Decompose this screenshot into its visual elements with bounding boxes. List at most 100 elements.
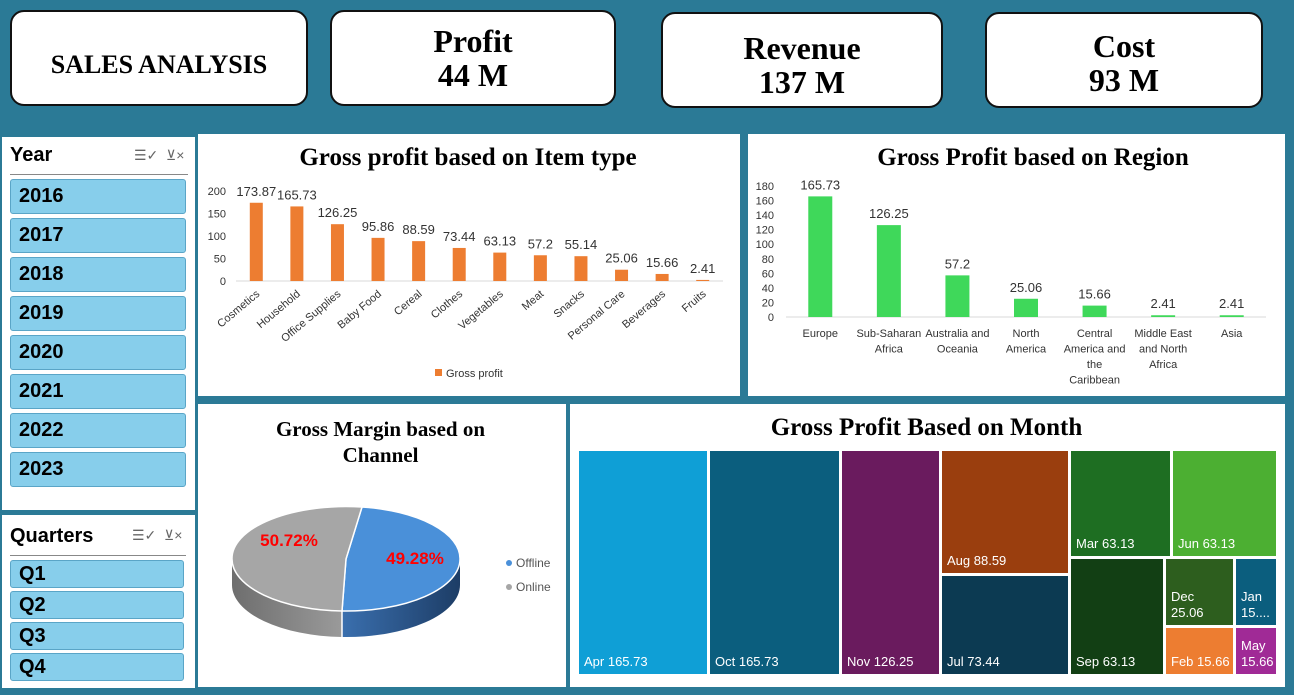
year-button-2021[interactable]: 2021	[10, 374, 186, 409]
data-label: 173.87	[236, 184, 276, 199]
quarter-button-q1[interactable]: Q1	[10, 560, 184, 588]
month-treemap-title: Gross Profit Based on Month	[770, 414, 1083, 441]
year-button-2019[interactable]: 2019	[10, 296, 186, 331]
bar-office-supplies[interactable]	[330, 224, 344, 281]
data-label: 25.06	[605, 251, 638, 266]
treemap-tile-jul[interactable]: Jul 73.44	[942, 576, 1068, 674]
bar-cereal[interactable]	[412, 241, 426, 281]
multi-select-icon[interactable]: ☰✓	[134, 147, 159, 163]
x-tick-label: Africa	[1149, 359, 1178, 371]
year-button-2022[interactable]: 2022	[10, 413, 186, 448]
year-slicer: Year ☰✓ ⊻× 2016 2017 2018 2019 2020 2021 2022 2…	[2, 137, 195, 510]
y-tick-label: 0	[220, 276, 226, 288]
treemap-tile-may[interactable]: May 15.66	[1236, 628, 1276, 674]
treemap-tile-jun[interactable]: Jun 63.13	[1173, 451, 1276, 556]
quarter-button-q3[interactable]: Q3	[10, 622, 184, 650]
kpi-cost: Cost 93 M	[985, 12, 1263, 108]
channel-pie-chart: 49.28% 50.72% Offline Online	[231, 505, 551, 638]
treemap-tile-jan[interactable]: Jan 15....	[1236, 559, 1276, 625]
bar-personal-care[interactable]	[615, 269, 629, 281]
year-button-2016[interactable]: 2016	[10, 179, 186, 214]
legend-dot-offline	[506, 560, 512, 566]
data-label: 2.41	[1219, 296, 1244, 311]
year-button-2020[interactable]: 2020	[10, 335, 186, 370]
kpi-revenue: Revenue 137 M	[661, 12, 943, 108]
y-tick-label: 100	[208, 231, 226, 243]
bar-clothes[interactable]	[452, 247, 466, 281]
bar-meat[interactable]	[533, 255, 547, 281]
x-tick-label: Sub-Saharan	[856, 328, 921, 340]
treemap-tile-aug[interactable]: Aug 88.59	[942, 451, 1068, 573]
kpi-cost-value: 93 M	[1088, 62, 1160, 98]
kpi-profit-label: Profit	[433, 23, 513, 59]
pie-slice-offline[interactable]	[341, 506, 461, 612]
quarter-slicer: Quarters ☰✓ ⊻× Q1 Q2 Q3 Q4	[2, 515, 195, 688]
data-label: 95.86	[362, 219, 395, 234]
bar-fruits[interactable]	[696, 279, 710, 281]
dashboard-title: SALES ANALYSIS	[50, 50, 268, 79]
data-label: 15.66	[1078, 287, 1111, 302]
y-tick-label: 160	[756, 196, 774, 208]
bar-region-4[interactable]	[1082, 305, 1107, 317]
year-slicer-title: Year	[10, 144, 53, 166]
treemap-tile-nov[interactable]: Nov 126.25	[842, 451, 939, 674]
treemap-tile-label: Dec 25.06	[1171, 589, 1204, 620]
kpi-revenue-label: Revenue	[743, 30, 861, 66]
bar-vegetables[interactable]	[493, 252, 507, 281]
bar-region-1[interactable]	[876, 225, 901, 317]
treemap-tile-label: Oct 165.73	[715, 654, 779, 669]
bar-region-2[interactable]	[945, 275, 970, 317]
data-label: 126.25	[869, 206, 909, 221]
year-button-2017[interactable]: 2017	[10, 218, 186, 253]
treemap-tile-label: Jan 15....	[1241, 589, 1270, 620]
bar-region-5[interactable]	[1151, 315, 1176, 317]
year-button-2023[interactable]: 2023	[10, 452, 186, 487]
kpi-profit: Profit 44 M	[330, 10, 616, 106]
x-tick-label: Africa	[875, 344, 904, 356]
data-label: 73.44	[443, 229, 476, 244]
x-tick-label: the	[1087, 359, 1102, 371]
treemap-tile-mar[interactable]: Mar 63.13	[1071, 451, 1170, 556]
bar-cosmetics[interactable]	[249, 202, 263, 281]
bar-region-3[interactable]	[1014, 298, 1038, 317]
x-tick-label: America	[1006, 344, 1047, 356]
item-type-chart-title: Gross profit based on Item type	[299, 144, 637, 171]
x-tick-label: Central	[1077, 328, 1112, 340]
bar-region-6[interactable]	[1219, 315, 1244, 317]
treemap-tile-apr[interactable]: Apr 165.73	[579, 451, 707, 674]
treemap-tile-sep[interactable]: Sep 63.13	[1071, 559, 1163, 674]
treemap-tile-dec[interactable]: Dec 25.06	[1166, 559, 1233, 625]
data-label: 63.13	[484, 234, 517, 249]
y-tick-label: 200	[208, 186, 226, 198]
treemap-tile-label: Jun 63.13	[1178, 536, 1236, 551]
bar-beverages[interactable]	[655, 273, 669, 281]
treemap-tile-label: Apr 165.73	[584, 654, 648, 669]
bar-region-0[interactable]	[808, 196, 833, 317]
y-tick-label: 50	[214, 254, 226, 266]
bar-snacks[interactable]	[574, 256, 588, 281]
data-label: 126.25	[318, 205, 358, 220]
data-label: 165.73	[277, 187, 317, 202]
pie-label-offline: 49.28%	[386, 549, 444, 568]
clear-filter-icon[interactable]: ⊻×	[164, 527, 183, 543]
clear-filter-icon[interactable]: ⊻×	[166, 147, 185, 163]
y-tick-label: 40	[762, 283, 774, 295]
pie-slice-online[interactable]	[231, 505, 363, 612]
x-tick-label: Oceania	[937, 344, 979, 356]
y-tick-label: 80	[762, 254, 774, 266]
quarter-button-q4[interactable]: Q4	[10, 653, 184, 681]
year-button-2018[interactable]: 2018	[10, 257, 186, 292]
treemap-tile-feb[interactable]: Feb 15.66	[1166, 628, 1233, 674]
legend-swatch	[435, 369, 442, 376]
multi-select-icon[interactable]: ☰✓	[132, 527, 157, 543]
bar-baby-food[interactable]	[371, 237, 385, 281]
bar-household[interactable]	[290, 206, 304, 281]
region-bar-chart: 0 20 40 60 80 100 120 140 160 180 165.73 Europe 126.…	[756, 177, 1266, 387]
slicer-divider	[10, 555, 186, 556]
quarter-button-q2[interactable]: Q2	[10, 591, 184, 619]
legend-label: Gross profit	[446, 368, 503, 380]
treemap-tile-label: Mar 63.13	[1076, 536, 1135, 551]
quarter-slicer-title: Quarters	[10, 525, 94, 547]
treemap-tile-oct[interactable]: Oct 165.73	[710, 451, 839, 674]
x-tick-label: Beverages	[620, 288, 668, 331]
